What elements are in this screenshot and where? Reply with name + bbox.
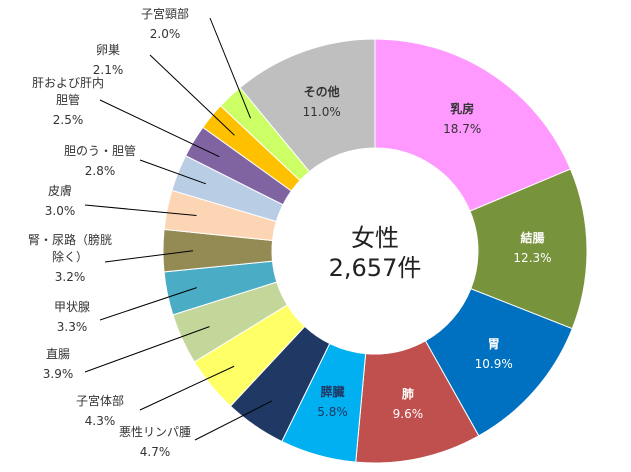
slice (374, 38, 572, 212)
slice-label: 肝および肝内 胆管 (31, 76, 105, 107)
leader-line (99, 99, 220, 158)
slice-label: 胃 (487, 336, 500, 351)
slice-label: 卵巣 (95, 43, 121, 57)
value-label: 18.7% (443, 121, 482, 136)
value-label: 3.2% (54, 270, 86, 284)
leader-line (84, 204, 197, 217)
leader-line (139, 365, 235, 411)
value-label: 2.8% (84, 164, 116, 178)
value-label: 5.8% (317, 404, 348, 419)
slice-label: 子宮体部 (75, 394, 125, 408)
value-label: 4.7% (139, 445, 171, 459)
slice-label: 胆のう・胆管 (63, 144, 137, 158)
leader-line (139, 159, 207, 185)
slice-label: 腎・尿路（膀胱 除く） (27, 233, 113, 264)
leader-line (149, 54, 235, 136)
slice-label: 甲状腺 (53, 300, 91, 314)
slice (239, 38, 376, 173)
value-label: 2.1% (92, 63, 124, 77)
slice-label: 皮膚 (47, 184, 73, 198)
value-label: 9.6% (392, 407, 424, 422)
slice-label: 膵臓 (320, 384, 345, 399)
slice-label: 子宮頸部 (140, 7, 190, 21)
slice-label: 直腸 (45, 347, 71, 361)
value-label: 2.5% (52, 113, 84, 127)
leader-line (99, 287, 197, 321)
slice-label: 悪性リンパ腫 (118, 425, 192, 439)
value-label: 3.3% (56, 320, 88, 334)
value-label: 10.9% (474, 356, 513, 371)
value-label: 4.3% (84, 414, 116, 428)
value-label: 3.9% (42, 367, 74, 381)
leader-line (104, 250, 194, 263)
leader-line (84, 326, 210, 373)
slice-label: 結腸 (520, 231, 545, 246)
center-title: 女性 (351, 224, 399, 252)
leader-line (209, 17, 251, 119)
value-label: 12.3% (513, 251, 552, 266)
value-label: 11.0% (302, 104, 341, 119)
value-label: 3.0% (44, 204, 76, 218)
center-subtitle: 2,657件 (328, 254, 422, 282)
value-label: 2.0% (149, 27, 181, 41)
slice-label: その他 (303, 84, 340, 99)
slice-label: 肺 (401, 387, 414, 402)
leader-line (194, 400, 273, 441)
slice-label: 乳房 (450, 101, 475, 116)
